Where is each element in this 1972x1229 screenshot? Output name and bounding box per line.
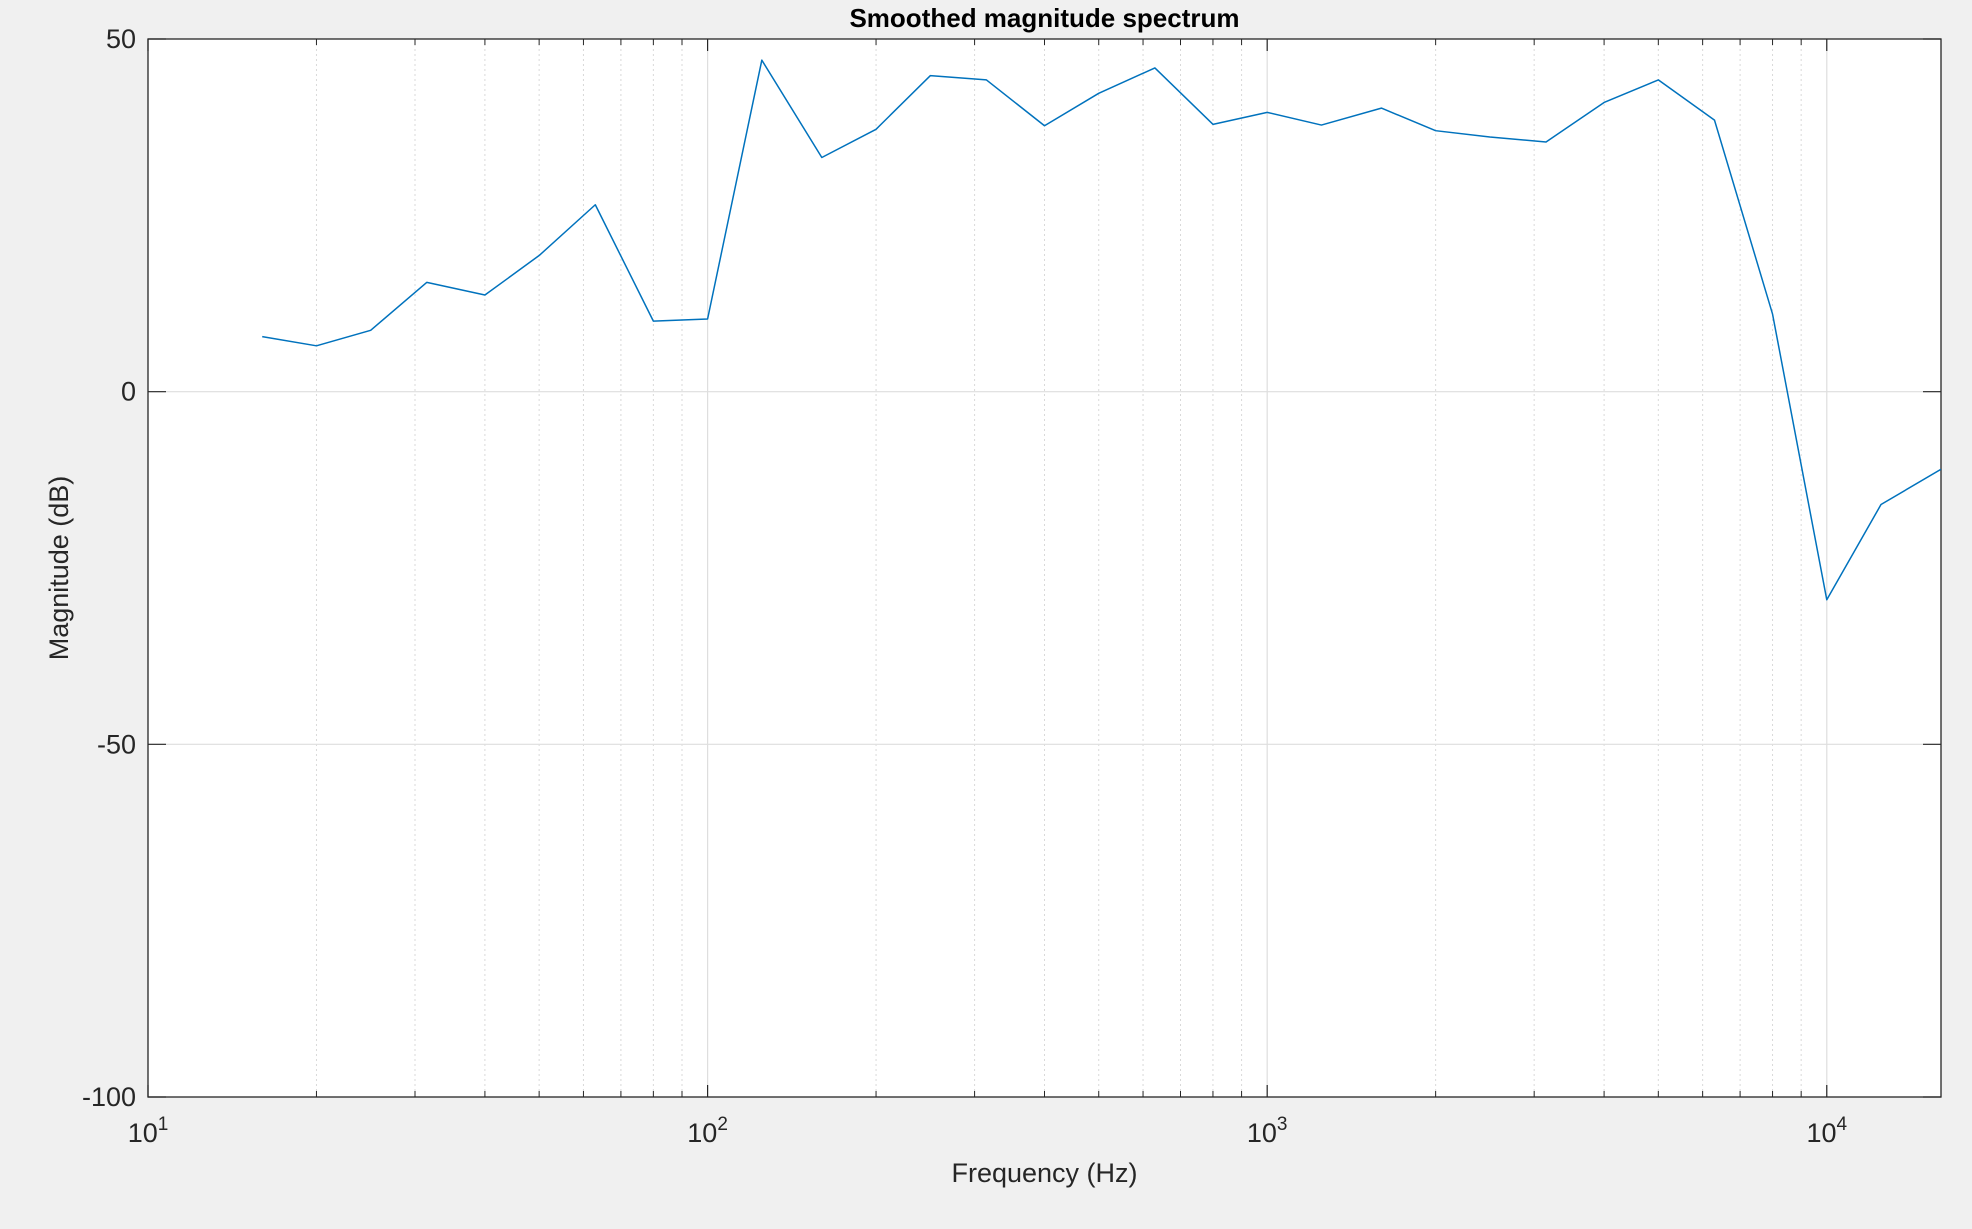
x-tick-label: 104 [1806,1114,1847,1148]
plot-area[interactable] [148,39,1941,1097]
data-point[interactable] [259,334,265,340]
data-point[interactable] [368,327,374,333]
data-point[interactable] [1318,122,1324,128]
x-tick-label: 101 [128,1114,169,1148]
x-axis-label: Frequency (Hz) [951,1158,1137,1188]
data-point[interactable] [1096,90,1102,96]
x-tick-label: 102 [687,1114,728,1148]
y-tick-label: 0 [121,377,136,407]
data-point[interactable] [1543,139,1549,145]
y-tick-label: -100 [82,1082,136,1112]
series-group [259,57,1944,603]
x-tick-labels: 101 102 103 104 [128,1114,1848,1148]
data-point[interactable] [1042,123,1048,129]
data-point[interactable] [1433,128,1439,134]
major-grid [148,39,1941,1097]
x-tick-label: 103 [1247,1114,1288,1148]
data-point[interactable] [313,343,319,349]
data-point[interactable] [705,316,711,322]
data-point[interactable] [819,155,825,161]
data-point[interactable] [650,318,656,324]
data-point[interactable] [927,73,933,79]
data-point[interactable] [1210,121,1216,127]
y-tick-labels: 50 0 -50 -100 [82,24,136,1112]
plot-frame [147,38,1942,1098]
data-point[interactable] [1655,77,1661,83]
data-point[interactable] [592,202,598,208]
data-point[interactable] [759,57,765,63]
data-point[interactable] [1487,134,1493,140]
data-point[interactable] [1824,597,1830,603]
series-line[interactable] [262,59,1941,601]
data-point[interactable] [1264,109,1270,115]
data-point[interactable] [536,253,542,259]
data-point[interactable] [1378,105,1384,111]
data-point[interactable] [1711,117,1717,123]
data-point[interactable] [424,279,430,285]
y-tick-label: -50 [97,729,136,759]
data-point[interactable] [1152,65,1158,71]
minor-grid [315,39,1802,1097]
data-point[interactable] [1770,311,1776,317]
data-point[interactable] [1601,99,1607,105]
data-point[interactable] [1938,466,1944,472]
chart-title: Smoothed magnitude spectrum [849,3,1239,33]
data-point[interactable] [482,292,488,298]
data-point[interactable] [983,77,989,83]
y-axis-label: Magnitude (dB) [44,476,74,661]
y-tick-label: 50 [106,24,136,54]
data-point[interactable] [1878,502,1884,508]
data-point[interactable] [873,126,879,132]
